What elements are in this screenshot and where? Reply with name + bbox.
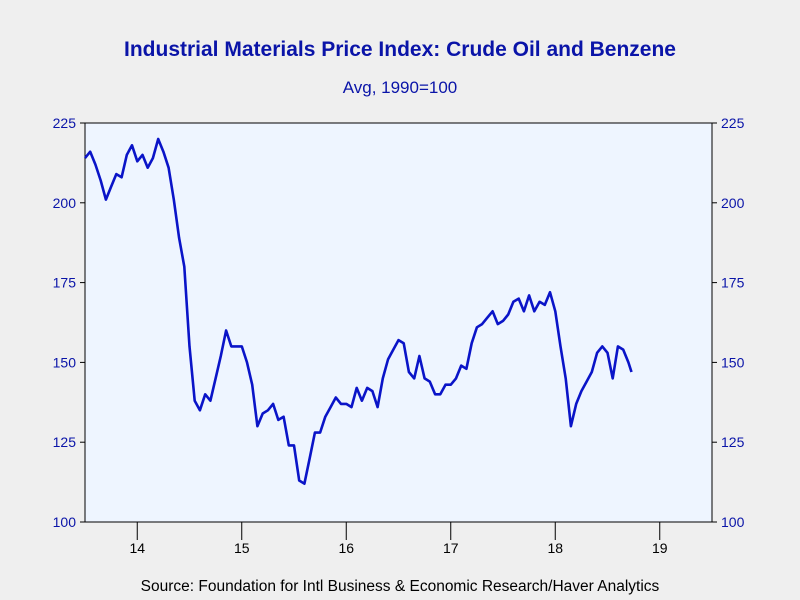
chart-title: Industrial Materials Price Index: Crude … <box>124 38 676 61</box>
y-tick-label-left: 175 <box>53 275 77 291</box>
x-tick-label: 16 <box>338 540 354 556</box>
x-tick-label: 17 <box>443 540 459 556</box>
y-tick-label-right: 175 <box>721 275 745 291</box>
y-tick-label-left: 225 <box>53 115 77 131</box>
x-tick-label: 14 <box>129 540 145 556</box>
y-tick-label-right: 100 <box>721 514 745 530</box>
crude-oil-benzene-line <box>83 137 633 485</box>
x-tick-label: 15 <box>234 540 250 556</box>
y-tick-label-left: 150 <box>53 354 77 370</box>
y-tick-label-right: 150 <box>721 354 745 370</box>
plot-area <box>84 122 713 523</box>
y-tick-label-right: 200 <box>721 195 745 211</box>
x-axis: 14 15 16 17 18 19 <box>129 522 668 556</box>
y-tick-label-right: 225 <box>721 115 745 131</box>
left-axis: 100 125 150 175 200 225 <box>53 115 85 530</box>
x-tick-label: 19 <box>652 540 668 556</box>
y-tick-label-right: 125 <box>721 434 745 450</box>
y-tick-label-left: 125 <box>53 434 77 450</box>
right-axis: 100 125 150 175 200 225 <box>712 115 745 530</box>
source-note: Source: Foundation for Intl Business & E… <box>140 578 660 595</box>
y-tick-label-left: 100 <box>53 514 77 530</box>
y-tick-label-left: 200 <box>53 195 77 211</box>
x-tick-label: 18 <box>547 540 563 556</box>
chart-subtitle: Avg, 1990=100 <box>342 78 458 97</box>
